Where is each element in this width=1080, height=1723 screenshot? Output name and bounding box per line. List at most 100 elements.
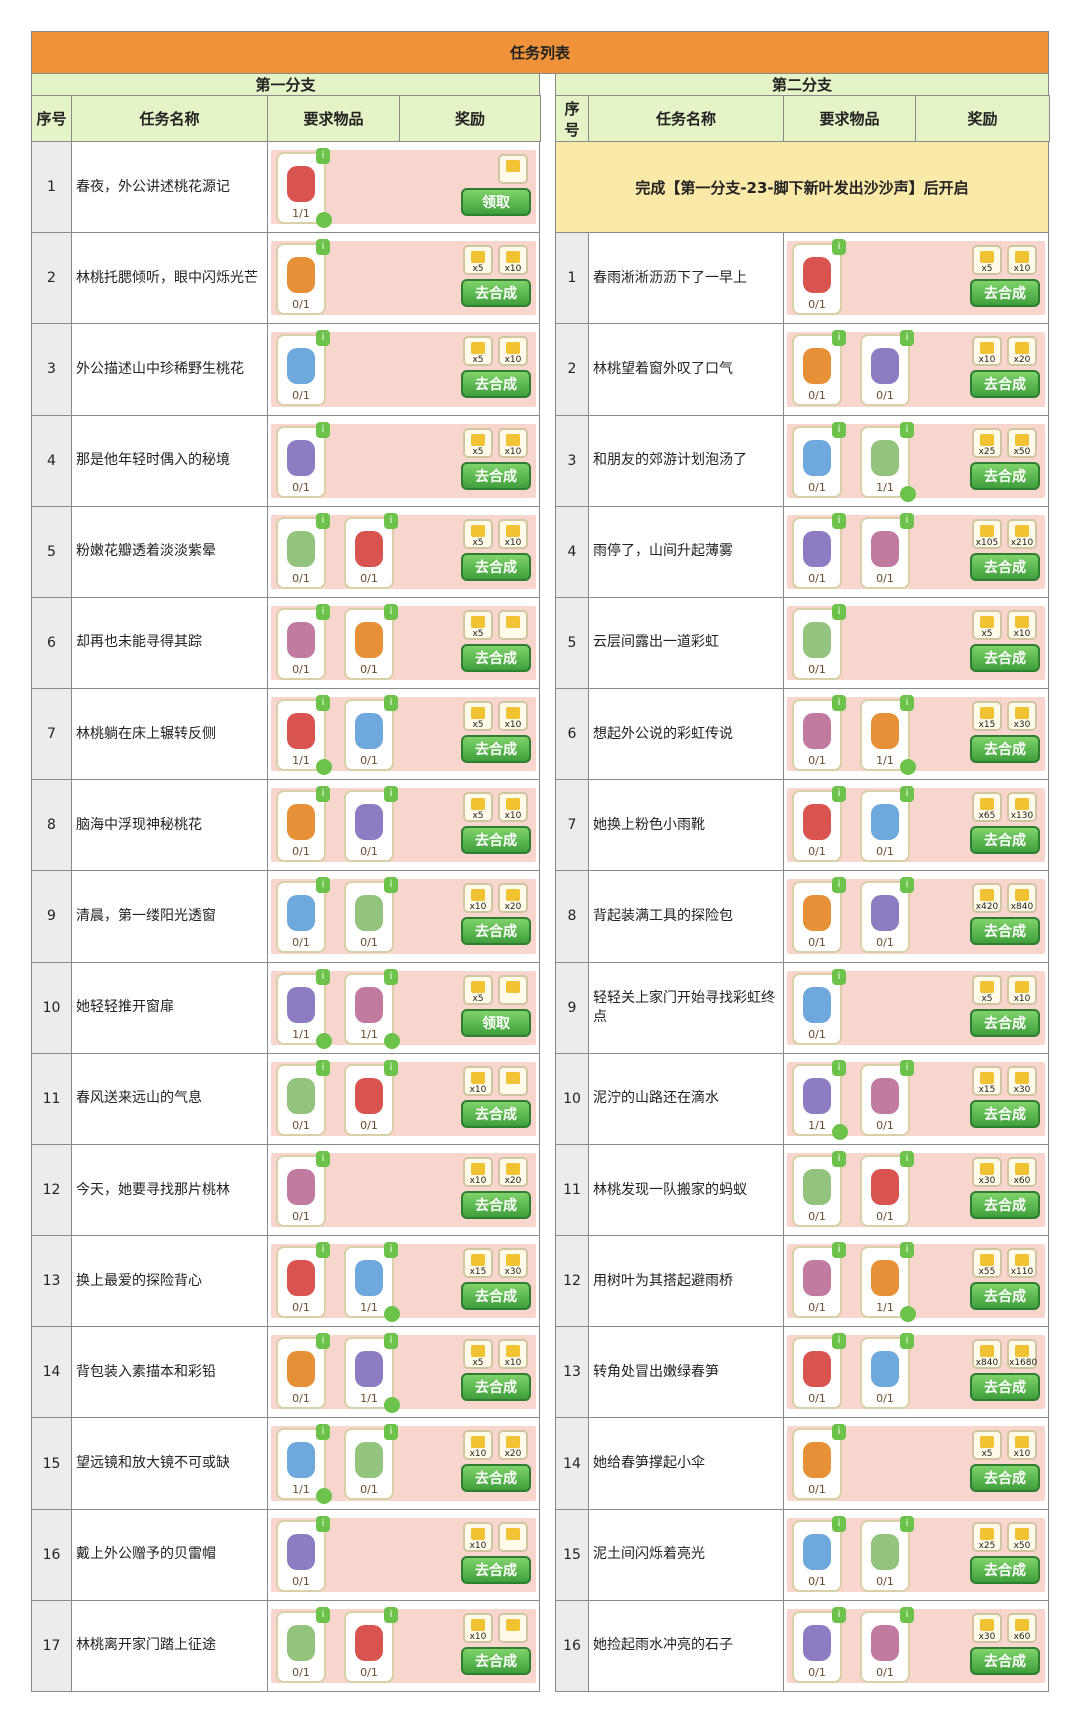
item-count: 0/1 xyxy=(360,754,378,768)
item-icon xyxy=(355,804,383,841)
reward-item: x130 xyxy=(1007,792,1037,823)
task-cell: 0/1 i x5 x10 去合成 xyxy=(783,596,1049,690)
reward-amount: x20 xyxy=(1013,355,1031,366)
reward-amount: x5 xyxy=(981,628,993,639)
action-button[interactable]: 去合成 xyxy=(970,1373,1040,1402)
action-button[interactable]: 去合成 xyxy=(970,735,1040,764)
item-icon xyxy=(287,530,315,567)
item-icon xyxy=(287,257,315,294)
action-button[interactable]: 去合成 xyxy=(461,643,531,672)
task-name: 戴上外公赠予的贝雷帽 xyxy=(71,1508,268,1601)
info-badge: i xyxy=(384,1424,398,1441)
item-icon xyxy=(803,1260,831,1297)
item-count: 0/1 xyxy=(292,662,310,676)
done-check xyxy=(384,1397,400,1414)
action-button[interactable]: 去合成 xyxy=(461,1190,531,1219)
required-item: 0/1 i xyxy=(792,512,846,589)
reward-item: x15 xyxy=(463,1248,493,1279)
reward-amount: x55 xyxy=(978,1267,996,1278)
task-cell: 0/1 i 1/1 i x55 x110 去合成 xyxy=(783,1235,1049,1328)
item-count: 0/1 xyxy=(808,1301,826,1315)
item-icon xyxy=(871,1077,899,1114)
item-icon xyxy=(871,439,899,476)
reward-amount: x50 xyxy=(1013,1540,1031,1551)
task-cell: 0/1 i x10 去合成 xyxy=(267,1508,540,1601)
action-button[interactable]: 去合成 xyxy=(461,1646,531,1675)
row-number: 4 xyxy=(555,505,589,598)
item-icon xyxy=(355,1260,383,1297)
reward-amount: x10 xyxy=(504,811,522,822)
item-count: 0/1 xyxy=(876,571,894,585)
action-button[interactable]: 去合成 xyxy=(461,1373,531,1402)
task-name: 她换上粉色小雨靴 xyxy=(588,779,784,872)
task-name: 却再也未能寻得其踪 xyxy=(71,596,268,690)
action-button[interactable]: 去合成 xyxy=(461,826,531,855)
reward-item: x5 xyxy=(463,336,493,367)
task-name: 春夜，外公讲述桃花源记 xyxy=(71,141,268,234)
item-icon xyxy=(803,1442,831,1479)
task-cell: 1/1 i 0/1 i x5 x10 去合成 xyxy=(267,688,540,781)
reward-item: x30 xyxy=(972,1156,1002,1187)
reward-amount: x5 xyxy=(472,811,484,822)
action-button[interactable]: 去合成 xyxy=(970,826,1040,855)
action-button[interactable]: 去合成 xyxy=(461,917,531,946)
required-item: 0/1 i xyxy=(344,1606,398,1683)
reward-item: x840 xyxy=(1007,883,1037,914)
item-icon xyxy=(287,1533,315,1570)
reward-amount: x20 xyxy=(504,1175,522,1186)
row-number: 7 xyxy=(31,688,72,781)
action-button[interactable]: 去合成 xyxy=(970,279,1040,308)
row-number: 12 xyxy=(31,1143,72,1237)
info-badge: i xyxy=(832,1059,846,1076)
action-button[interactable]: 去合成 xyxy=(970,1190,1040,1219)
action-button[interactable]: 去合成 xyxy=(461,1282,531,1311)
required-item: 1/1 i xyxy=(276,1424,332,1505)
done-check xyxy=(900,485,916,502)
action-button[interactable]: 领取 xyxy=(461,188,531,216)
task-cell: 0/1 i 0/1 i x105 x210 去合成 xyxy=(783,505,1049,598)
reward-amount: x30 xyxy=(1013,1084,1031,1095)
action-button[interactable]: 去合成 xyxy=(970,461,1040,490)
info-badge: i xyxy=(316,512,330,529)
action-button[interactable]: 去合成 xyxy=(970,1646,1040,1675)
action-button[interactable]: 去合成 xyxy=(970,643,1040,672)
item-count: 0/1 xyxy=(808,1209,826,1223)
action-button[interactable]: 去合成 xyxy=(970,917,1040,946)
action-button[interactable]: 去合成 xyxy=(970,1099,1040,1128)
action-button[interactable]: 去合成 xyxy=(461,1464,531,1493)
row-number: 2 xyxy=(31,232,72,325)
action-button[interactable]: 去合成 xyxy=(461,735,531,764)
reward-item: x10 xyxy=(463,1156,493,1187)
info-badge: i xyxy=(316,968,330,985)
item-icon xyxy=(803,1168,831,1205)
reward-item: x15 xyxy=(972,1065,1002,1096)
item-icon xyxy=(803,1077,831,1114)
action-button[interactable]: 去合成 xyxy=(970,1282,1040,1311)
done-check xyxy=(316,212,332,228)
action-button[interactable]: 去合成 xyxy=(461,370,531,399)
info-badge: i xyxy=(316,1242,330,1259)
action-button[interactable]: 去合成 xyxy=(461,552,531,581)
required-item: 0/1 i xyxy=(344,1059,398,1136)
item-count: 1/1 xyxy=(292,754,310,768)
required-item: 0/1 i xyxy=(860,786,914,863)
reward-item: x5 xyxy=(463,245,493,276)
action-button[interactable]: 领取 xyxy=(461,1008,531,1037)
action-button[interactable]: 去合成 xyxy=(461,279,531,308)
action-button[interactable]: 去合成 xyxy=(970,370,1040,399)
action-button[interactable]: 去合成 xyxy=(970,1555,1040,1584)
task-cell: 1/1 i 0/1 i x10 x20 去合成 xyxy=(267,1417,540,1510)
action-button[interactable]: 去合成 xyxy=(461,461,531,490)
required-item: 0/1 i xyxy=(344,695,398,772)
task-cell: 1/1 i 0/1 i x15 x30 去合成 xyxy=(783,1052,1049,1145)
info-badge: i xyxy=(832,1515,846,1532)
row-number: 9 xyxy=(555,961,589,1054)
task-name: 那是他年轻时偶入的秘境 xyxy=(71,414,268,507)
action-button[interactable]: 去合成 xyxy=(461,1099,531,1128)
action-button[interactable]: 去合成 xyxy=(970,1464,1040,1493)
info-badge: i xyxy=(832,1150,846,1167)
action-button[interactable]: 去合成 xyxy=(970,552,1040,581)
action-button[interactable]: 去合成 xyxy=(461,1555,531,1584)
reward-amount: x25 xyxy=(978,1540,996,1551)
action-button[interactable]: 去合成 xyxy=(970,1008,1040,1037)
